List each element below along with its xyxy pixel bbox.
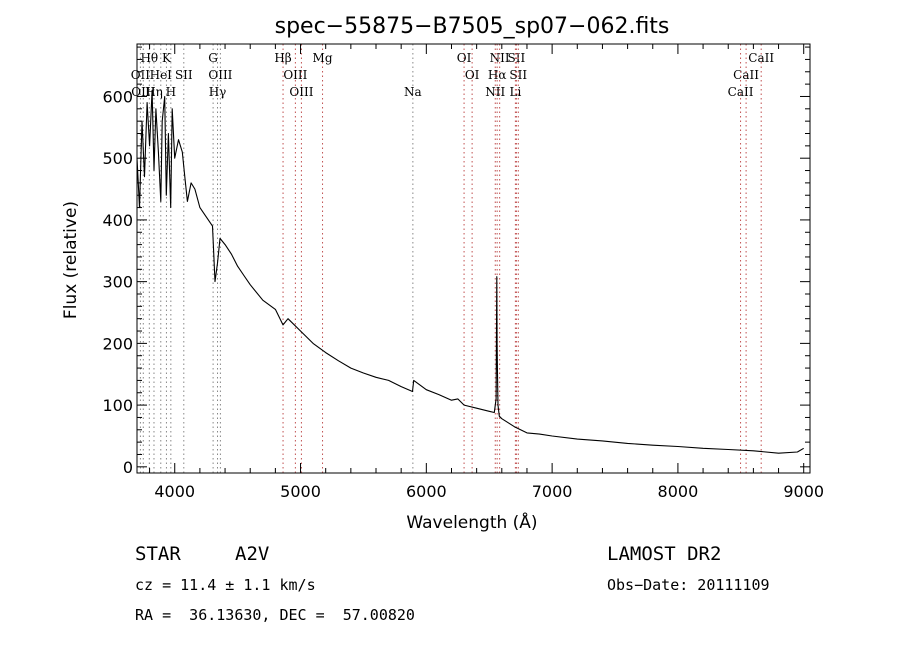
spectral-line-label: OIII <box>208 68 232 82</box>
spectral-line-label: Hγ <box>209 85 227 99</box>
spectrum-line <box>136 89 804 454</box>
spectral-line-label: OI <box>465 68 480 82</box>
x-tick-label: 5000 <box>280 482 321 501</box>
spectral-line-label: Mg <box>313 51 333 65</box>
chart-title: spec−55875−B7505_sp07−062.fits <box>275 14 670 39</box>
coordinates: RA = 36.13630, DEC = 57.00820 <box>135 606 415 624</box>
x-axis: 4000 5000 6000 7000 8000 9000 <box>149 44 824 501</box>
object-subclass: A2V <box>235 543 269 565</box>
y-tick-label: 400 <box>102 211 133 230</box>
spectrum-series <box>136 89 804 454</box>
spectral-line-label: Na <box>404 85 422 99</box>
spectral-line-label: Li <box>509 85 521 99</box>
spectral-line-label: HeI <box>150 68 173 82</box>
y-tick-label: 200 <box>102 334 133 353</box>
x-tick-label: 8000 <box>658 482 699 501</box>
x-tick-label: 6000 <box>406 482 447 501</box>
survey-label: LAMOST DR2 <box>607 543 721 565</box>
y-tick-label: 600 <box>102 87 133 106</box>
spectral-line-label: K <box>162 51 172 65</box>
y-axis: 0 100 200 300 400 500 600 <box>102 46 810 477</box>
spectral-line-label: SII <box>175 68 193 82</box>
spectral-line-label: NII <box>490 51 510 65</box>
spectral-line-label: CaII <box>733 68 759 82</box>
object-class: STAR <box>135 543 181 565</box>
spectral-line-label: OII <box>131 68 151 82</box>
y-tick-label: 0 <box>123 458 133 477</box>
spectral-line-label: CaII <box>728 85 754 99</box>
x-tick-label: 4000 <box>154 482 195 501</box>
spectral-line-label: Hη <box>145 85 163 99</box>
spectral-line-label: OIII <box>283 68 307 82</box>
spectral-line-label: NII <box>485 85 505 99</box>
x-axis-label: Wavelength (Å) <box>406 511 537 533</box>
spectral-line-label: Hβ <box>274 51 291 65</box>
spectral-line-label: OIII <box>289 85 313 99</box>
spectral-line-label: OI <box>457 51 472 65</box>
spectral-line-label: G <box>208 51 218 65</box>
y-tick-label: 300 <box>102 273 133 292</box>
spectral-line-label: CaII <box>748 51 774 65</box>
spectral-line-label: H <box>166 85 176 99</box>
y-tick-label: 500 <box>102 149 133 168</box>
x-tick-label: 7000 <box>532 482 573 501</box>
y-axis-label: Flux (relative) <box>61 201 81 319</box>
observation-date: Obs−Date: 20111109 <box>607 576 770 594</box>
y-tick-label: 100 <box>102 396 133 415</box>
spectral-line-label: SII <box>509 68 527 82</box>
spectral-line-label: Hα <box>488 68 507 82</box>
redshift-velocity: cz = 11.4 ± 1.1 km/s <box>135 576 316 594</box>
plot-frame <box>136 43 811 474</box>
x-tick-label: 9000 <box>783 482 824 501</box>
spectral-line-label: SII <box>508 51 526 65</box>
